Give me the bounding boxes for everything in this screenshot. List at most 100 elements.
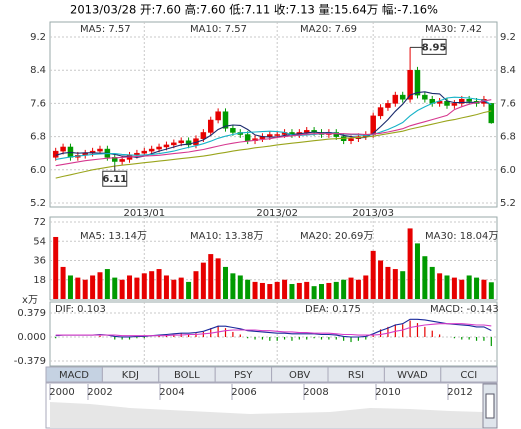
volume-bar xyxy=(400,271,406,299)
volume-bar xyxy=(97,272,103,299)
candle-body xyxy=(185,140,192,146)
annotation-high: 8.95 xyxy=(422,42,447,53)
tab-label[interactable]: OBV xyxy=(289,370,310,381)
tab-label[interactable]: CCI xyxy=(460,370,477,381)
volume-bar xyxy=(451,277,457,299)
macd-line xyxy=(55,323,492,337)
volume-bar xyxy=(296,282,302,299)
candle-body xyxy=(119,159,125,162)
volume-bar xyxy=(311,286,317,299)
volume-bar xyxy=(437,273,443,299)
candle-body xyxy=(215,111,221,121)
volume-bar xyxy=(75,277,81,299)
legend-entry: MA20: 20.69万 xyxy=(300,231,373,242)
candle-body xyxy=(414,69,421,96)
annotation-box xyxy=(421,38,447,55)
x-tick-label: 2013/01 xyxy=(124,208,166,219)
candle-body xyxy=(156,146,162,150)
tab[interactable] xyxy=(440,366,498,383)
candle-body xyxy=(178,140,184,144)
candle-body xyxy=(451,103,458,106)
volume-bar xyxy=(82,279,88,299)
y-tick-label-right: 8.4 xyxy=(500,65,516,76)
volume-bar xyxy=(53,236,59,299)
tab-label[interactable]: MACD xyxy=(59,370,89,381)
volume-bar xyxy=(392,269,398,299)
volume-bar xyxy=(414,243,420,299)
x-tick-label: 2013/03 xyxy=(352,208,394,219)
annotation-box xyxy=(102,170,128,187)
timeline-label: 2008 xyxy=(303,387,328,398)
y-unit: x万 xyxy=(22,295,38,306)
ma-line xyxy=(55,91,492,158)
volume-bar xyxy=(304,281,310,299)
volume-bar xyxy=(289,284,295,299)
volume-bar xyxy=(104,269,110,299)
legend-entry: MA10: 13.38万 xyxy=(190,231,263,242)
legend-entry: MA30: 18.04万 xyxy=(425,231,498,242)
candle-body xyxy=(148,148,155,152)
volume-bar xyxy=(444,275,450,299)
y-tick-label: 72 xyxy=(33,217,46,228)
timeline-label: 2006 xyxy=(231,387,256,398)
header: 2013/03/28 开:7.60 高:7.60 低:7.11 收:7.13 量… xyxy=(70,3,438,17)
volume-bar xyxy=(163,275,169,299)
volume-bar xyxy=(134,277,140,299)
candle-body xyxy=(444,101,450,106)
tab-label[interactable]: PSY xyxy=(234,370,253,381)
candle-body xyxy=(399,94,406,100)
volume-frame xyxy=(49,216,498,301)
legend-entry: MA20: 7.69 xyxy=(300,24,357,35)
candle-body xyxy=(422,94,428,100)
candle-body xyxy=(377,107,384,117)
y-tick-label: 5.2 xyxy=(30,198,46,209)
y-tick-label: 36 xyxy=(33,256,46,267)
volume-bar xyxy=(223,266,229,299)
legend-entry: DEA: 0.175 xyxy=(305,304,361,315)
volume-bar xyxy=(407,228,413,299)
legend-entry: MACD: -0.143 xyxy=(430,304,499,315)
volume-bar xyxy=(178,277,184,299)
legend-entry: DIF: 0.103 xyxy=(55,304,106,315)
y-tick-label-right: 6.8 xyxy=(500,132,516,143)
volume-bar xyxy=(466,275,472,299)
volume-bar xyxy=(488,282,494,299)
volume-bar xyxy=(318,284,324,299)
timeline-label: 2002 xyxy=(87,387,112,398)
volume-bar xyxy=(245,279,251,299)
tab-label[interactable]: BOLL xyxy=(174,370,200,381)
legend-entry: MA5: 7.57 xyxy=(80,24,131,35)
macd-line xyxy=(55,318,492,338)
volume-bar xyxy=(282,279,288,299)
volume-bar xyxy=(333,281,339,299)
volume-bar xyxy=(259,282,265,299)
timeline-label: 2004 xyxy=(159,387,184,398)
volume-bar xyxy=(252,281,258,299)
volume-bar xyxy=(112,277,118,299)
tab-label[interactable]: RSI xyxy=(348,370,364,381)
volume-bar xyxy=(481,279,487,299)
candle-body xyxy=(230,128,236,133)
candle-body xyxy=(163,144,170,148)
timeline-label: 2012 xyxy=(447,387,472,398)
y-tick-label: 6.0 xyxy=(30,165,46,176)
candle-body xyxy=(267,134,273,137)
tab-label[interactable]: KDJ xyxy=(122,370,139,381)
candle-body xyxy=(392,94,399,104)
volume-bar xyxy=(127,275,133,299)
volume-bar xyxy=(348,277,354,299)
candle-body xyxy=(207,119,214,133)
x-tick-label: 2013/02 xyxy=(256,208,298,219)
volume-bar xyxy=(422,256,428,299)
candle-body xyxy=(459,99,465,104)
y-tick-label-right: 6.0 xyxy=(500,165,516,176)
volume-bar xyxy=(60,266,66,299)
volume-bar xyxy=(119,279,125,299)
candle-body xyxy=(222,111,229,129)
tab-label[interactable]: WVAD xyxy=(397,370,428,381)
volume-bar xyxy=(378,260,384,299)
volume-bar xyxy=(267,284,273,299)
handle-grip[interactable] xyxy=(485,393,495,419)
y-tick-label: 9.2 xyxy=(30,32,46,43)
